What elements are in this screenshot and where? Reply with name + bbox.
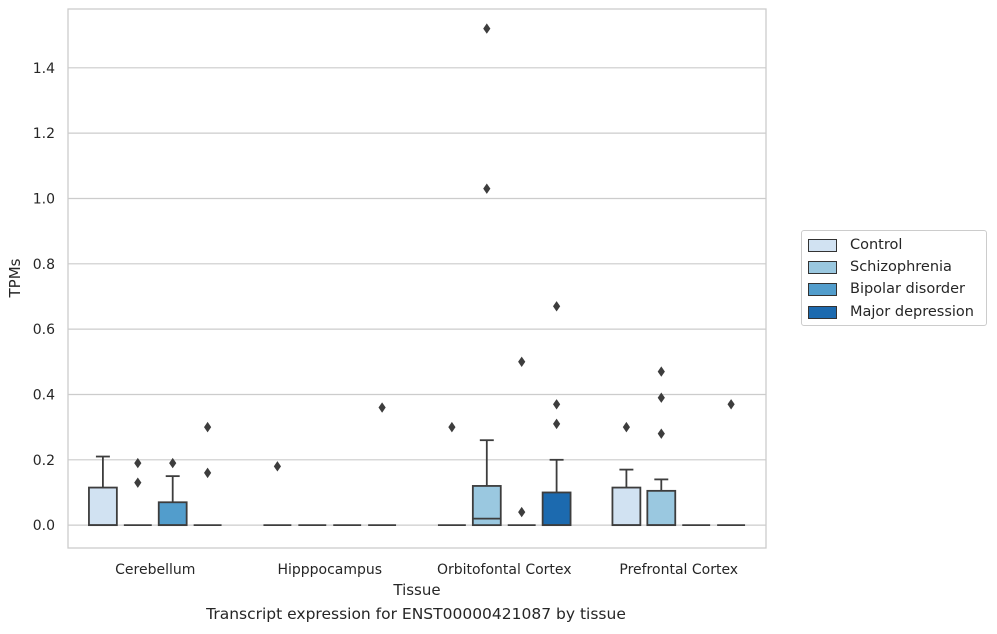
outlier-point bbox=[727, 399, 735, 410]
box-bipolar-disorder-orbitofontal-cortex bbox=[507, 356, 536, 527]
legend-label-control: Control bbox=[850, 237, 903, 253]
box-major-depression-prefrontal-cortex bbox=[717, 399, 746, 527]
outlier-point bbox=[657, 428, 665, 439]
y-axis-label: TPMs bbox=[6, 258, 24, 298]
y-tick-label: 0.4 bbox=[33, 387, 55, 403]
outlier-point bbox=[134, 457, 142, 469]
box-body bbox=[157, 501, 188, 527]
figure-caption: Transcript expression for ENST0000042108… bbox=[206, 605, 626, 623]
outlier-point bbox=[483, 183, 491, 194]
box-body bbox=[88, 486, 118, 527]
plot-area-frame bbox=[67, 8, 767, 549]
y-tick-label: 0.8 bbox=[33, 257, 55, 273]
y-tick-label: 0.2 bbox=[33, 453, 55, 469]
legend-item-major-depression: Major depression bbox=[808, 302, 974, 322]
outlier-point bbox=[204, 421, 212, 433]
box-major-depression-hipppocampus bbox=[368, 402, 397, 527]
outlier-point bbox=[378, 402, 386, 413]
x-tick-label-cerebellum: Cerebellum bbox=[115, 562, 195, 578]
outlier-point bbox=[169, 457, 177, 469]
outlier-point bbox=[622, 421, 630, 433]
y-tick-label: 0.0 bbox=[33, 518, 55, 534]
box-major-depression-orbitofontal-cortex bbox=[541, 301, 572, 527]
y-tick-label: 1.2 bbox=[33, 126, 55, 142]
box-major-depression-cerebellum bbox=[193, 421, 222, 527]
outlier-point bbox=[134, 477, 142, 488]
box-control-prefrontal-cortex bbox=[611, 421, 642, 527]
box-schizophrenia-prefrontal-cortex bbox=[646, 366, 677, 527]
outlier-point bbox=[483, 23, 491, 34]
legend-swatch-control bbox=[808, 238, 837, 252]
box-schizophrenia-cerebellum bbox=[123, 457, 152, 527]
legend-swatch-bipolar-disorder bbox=[808, 282, 837, 296]
outlier-point bbox=[657, 366, 665, 377]
legend-swatch-major-depression bbox=[808, 305, 837, 319]
box-schizophrenia-orbitofontal-cortex bbox=[471, 23, 502, 527]
legend-item-control: Control bbox=[808, 235, 902, 255]
outlier-point bbox=[657, 392, 665, 403]
box-control-hipppocampus bbox=[263, 461, 292, 527]
legend-label-bipolar-disorder: Bipolar disorder bbox=[850, 281, 965, 297]
y-tick-label: 0.6 bbox=[33, 322, 55, 338]
box-layer bbox=[88, 23, 746, 527]
outlier-point bbox=[553, 301, 561, 312]
outlier-point bbox=[204, 467, 212, 479]
outlier-point bbox=[448, 421, 456, 433]
box-control-orbitofontal-cortex bbox=[437, 421, 466, 527]
legend-label-major-depression: Major depression bbox=[850, 304, 974, 320]
box-body bbox=[611, 486, 642, 527]
y-tick-label: 1.4 bbox=[33, 61, 55, 77]
outlier-point bbox=[553, 418, 561, 430]
box-body bbox=[646, 489, 677, 527]
outlier-point bbox=[553, 399, 561, 410]
gridlines bbox=[68, 67, 766, 526]
box-body bbox=[541, 491, 572, 527]
outlier-point bbox=[518, 356, 526, 367]
box-bipolar-disorder-cerebellum bbox=[157, 457, 188, 527]
legend: Control Schizophrenia Bipolar disorder M… bbox=[801, 230, 987, 326]
legend-item-schizophrenia: Schizophrenia bbox=[808, 257, 952, 277]
box-control-cerebellum bbox=[88, 455, 118, 527]
x-tick-label-hipppocampus: Hipppocampus bbox=[277, 562, 382, 578]
x-axis-label: Tissue bbox=[392, 581, 440, 599]
legend-label-schizophrenia: Schizophrenia bbox=[850, 259, 952, 275]
x-tick-label-prefrontal-cortex: Prefrontal Cortex bbox=[619, 562, 738, 578]
outlier-point bbox=[273, 461, 281, 472]
legend-swatch-schizophrenia bbox=[808, 260, 837, 274]
outlier-point bbox=[518, 506, 526, 518]
x-tick-label-orbitofontal-cortex: Orbitofontal Cortex bbox=[437, 562, 572, 578]
legend-item-bipolar-disorder: Bipolar disorder bbox=[808, 279, 965, 299]
y-tick-label: 1.0 bbox=[33, 191, 55, 207]
tick-labels: 0.0 0.2 0.4 0.6 0.8 1.0 1.2 1.4 Cerebellum Hipppo… bbox=[33, 61, 738, 578]
